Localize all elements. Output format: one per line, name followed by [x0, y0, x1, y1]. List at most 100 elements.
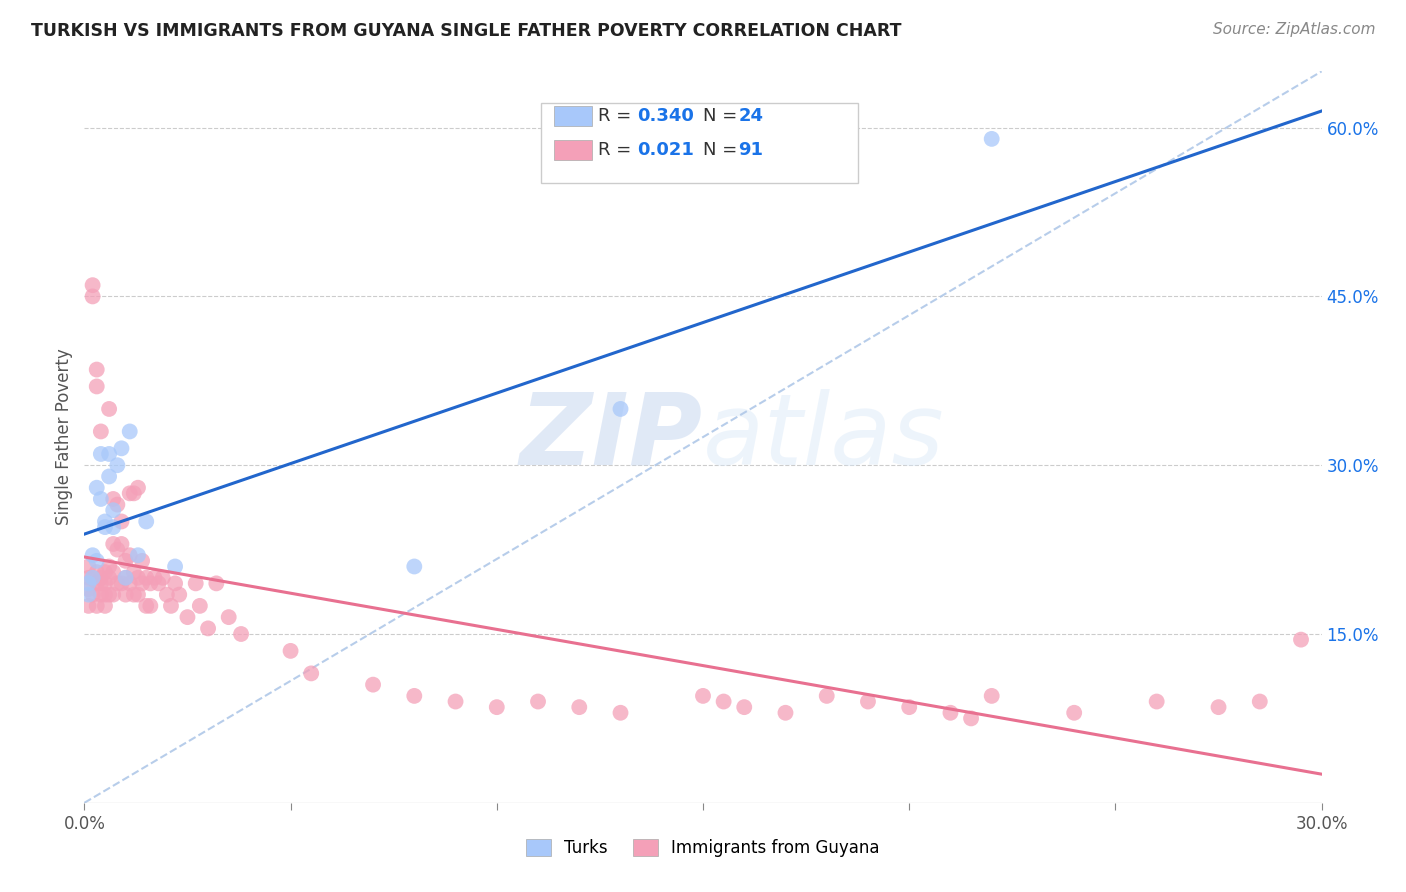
Text: ZIP: ZIP	[520, 389, 703, 485]
Point	[94, 515, 117, 529]
Point	[86, 565, 108, 579]
Point	[980, 689, 1002, 703]
Point	[82, 548, 104, 562]
Point	[609, 706, 631, 720]
Point	[815, 689, 838, 703]
Point	[94, 599, 117, 613]
Point	[114, 554, 136, 568]
Point	[105, 458, 128, 473]
Point	[103, 565, 125, 579]
Point	[110, 442, 132, 456]
Point	[114, 571, 136, 585]
Point	[86, 379, 108, 393]
Point	[713, 694, 735, 708]
Point	[118, 576, 141, 591]
Point	[1063, 706, 1085, 720]
Point	[152, 571, 174, 585]
Point	[94, 565, 117, 579]
Point	[110, 537, 132, 551]
Point	[444, 694, 467, 708]
Point	[94, 520, 117, 534]
Point	[90, 447, 112, 461]
Point	[86, 599, 108, 613]
Point	[98, 447, 121, 461]
Point	[118, 486, 141, 500]
Point	[188, 599, 211, 613]
Point	[156, 588, 179, 602]
Point	[86, 362, 108, 376]
Point	[82, 289, 104, 303]
Point	[90, 576, 112, 591]
Point	[160, 599, 183, 613]
Point	[94, 588, 117, 602]
Text: Source: ZipAtlas.com: Source: ZipAtlas.com	[1212, 22, 1375, 37]
Text: 91: 91	[738, 141, 763, 159]
Y-axis label: Single Father Poverty: Single Father Poverty	[55, 349, 73, 525]
Point	[82, 278, 104, 293]
Point	[86, 576, 108, 591]
Point	[114, 588, 136, 602]
Point	[139, 576, 162, 591]
Point	[205, 576, 228, 591]
Point	[127, 481, 149, 495]
Point	[98, 559, 121, 574]
Point	[197, 621, 219, 635]
Point	[143, 571, 166, 585]
Point	[131, 554, 153, 568]
Point	[148, 576, 170, 591]
Point	[229, 627, 252, 641]
Point	[90, 571, 112, 585]
Point	[114, 571, 136, 585]
Text: atlas: atlas	[703, 389, 945, 485]
Point	[77, 559, 100, 574]
Point	[86, 481, 108, 495]
Point	[118, 548, 141, 562]
Point	[82, 571, 104, 585]
Point	[898, 700, 921, 714]
Text: R =: R =	[598, 141, 637, 159]
Point	[122, 486, 145, 500]
Point	[299, 666, 322, 681]
Text: 0.021: 0.021	[637, 141, 693, 159]
Point	[77, 599, 100, 613]
Point	[98, 588, 121, 602]
Point	[103, 588, 125, 602]
Point	[105, 498, 128, 512]
Point	[105, 576, 128, 591]
Point	[98, 571, 121, 585]
Point	[1289, 632, 1312, 647]
Point	[167, 588, 190, 602]
Point	[105, 542, 128, 557]
Point	[94, 576, 117, 591]
Point	[127, 571, 149, 585]
Text: 24: 24	[738, 107, 763, 125]
Point	[856, 694, 879, 708]
Text: N =: N =	[703, 107, 742, 125]
Point	[103, 537, 125, 551]
Point	[110, 576, 132, 591]
Point	[1146, 694, 1168, 708]
Point	[135, 515, 157, 529]
Point	[118, 425, 141, 439]
Point	[122, 588, 145, 602]
Point	[82, 588, 104, 602]
Point	[103, 520, 125, 534]
Point	[404, 559, 426, 574]
Point	[77, 582, 100, 596]
Point	[609, 401, 631, 416]
Point	[90, 491, 112, 506]
Point	[1249, 694, 1271, 708]
Point	[110, 515, 132, 529]
Point	[82, 571, 104, 585]
Point	[568, 700, 591, 714]
Point	[86, 554, 108, 568]
Point	[103, 503, 125, 517]
Point	[485, 700, 508, 714]
Point	[165, 559, 187, 574]
Point	[692, 689, 714, 703]
Point	[135, 571, 157, 585]
Point	[127, 588, 149, 602]
Point	[775, 706, 797, 720]
Point	[77, 576, 100, 591]
Point	[127, 548, 149, 562]
